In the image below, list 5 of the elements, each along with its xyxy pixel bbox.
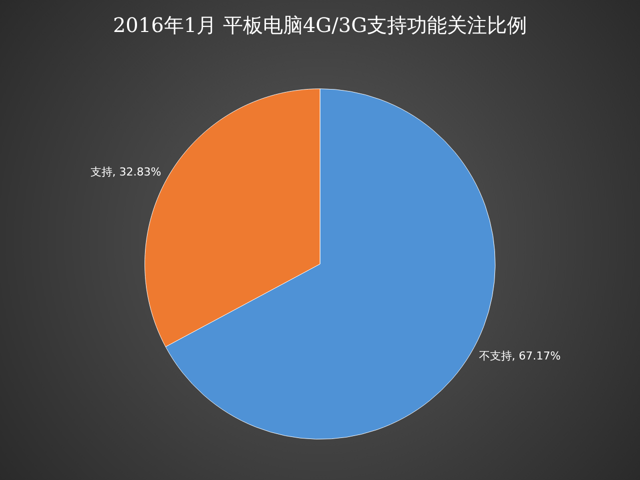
slice-label: 不支持 [478,350,512,363]
slice-label: 支持 [90,165,112,178]
data-label: , 32.83% [112,165,162,178]
chart-title: 2016年1月 平板电脑4G/3G支持功能关注比例 [112,13,528,37]
data-label: , 67.17% [512,350,561,363]
